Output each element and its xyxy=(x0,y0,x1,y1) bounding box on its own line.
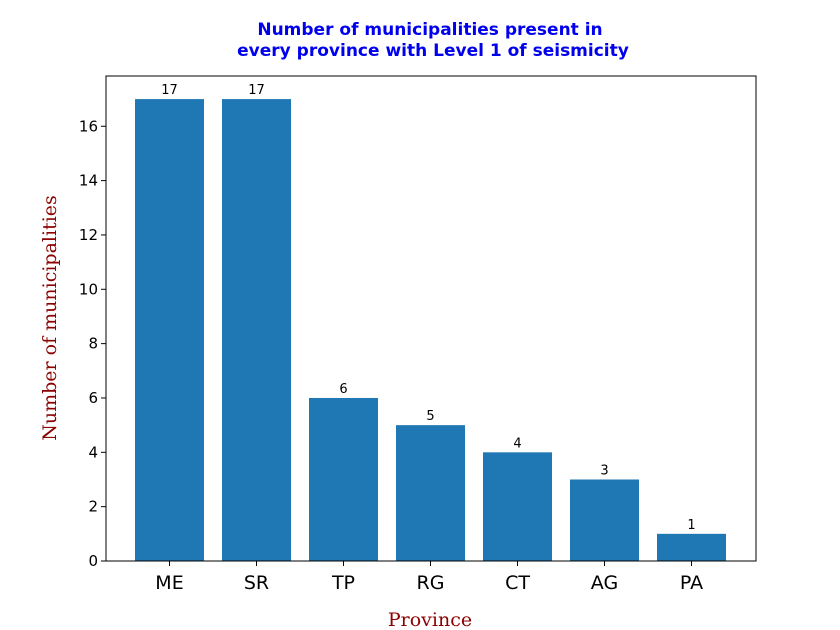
x-tick-label-me: ME xyxy=(155,572,183,594)
y-tick-label-14: 14 xyxy=(79,172,98,190)
data-label-ct: 4 xyxy=(513,436,521,451)
plot-area: 17 ME 17 SR 6 TP 5 RG 4 CT 3 AG 1 PA 0 2 4 6 8 10 12 14 16 xyxy=(79,75,757,594)
y-tick-label-4: 4 xyxy=(88,443,98,461)
bar-ag xyxy=(570,479,639,561)
x-tick-label-ag: AG xyxy=(591,572,618,594)
y-tick-label-2: 2 xyxy=(88,498,98,516)
data-label-me: 17 xyxy=(161,83,178,98)
x-axis-label: Province xyxy=(388,609,472,630)
plot-frame xyxy=(105,75,757,562)
x-tick-label-ct: CT xyxy=(505,572,530,594)
y-tick-label-6: 6 xyxy=(88,389,98,407)
bar-ct xyxy=(483,452,552,561)
data-label-pa: 1 xyxy=(687,518,695,533)
data-label-ag: 3 xyxy=(600,463,608,478)
x-tick-label-sr: SR xyxy=(244,572,269,594)
data-label-sr: 17 xyxy=(248,83,265,98)
y-tick-label-12: 12 xyxy=(79,226,98,244)
bar-tp xyxy=(309,397,378,561)
y-tick-label-10: 10 xyxy=(79,280,98,298)
bar-me xyxy=(135,99,204,561)
x-tick-label-rg: RG xyxy=(417,572,445,594)
y-axis-label: Number of municipalities xyxy=(39,195,61,441)
y-tick-label-0: 0 xyxy=(88,552,98,570)
chart-title-line-2: every province with Level 1 of seismicit… xyxy=(237,41,629,61)
data-label-rg: 5 xyxy=(426,409,434,424)
bar-pa xyxy=(657,533,726,561)
chart-title-line-1: Number of municipalities present in xyxy=(257,20,602,40)
y-tick-label-16: 16 xyxy=(79,117,98,135)
x-tick-label-pa: PA xyxy=(680,572,703,594)
y-tick-label-8: 8 xyxy=(88,335,98,353)
bar-sr xyxy=(222,99,291,561)
data-label-tp: 6 xyxy=(339,382,347,397)
bar-rg xyxy=(396,425,465,561)
x-tick-label-tp: TP xyxy=(331,572,355,594)
